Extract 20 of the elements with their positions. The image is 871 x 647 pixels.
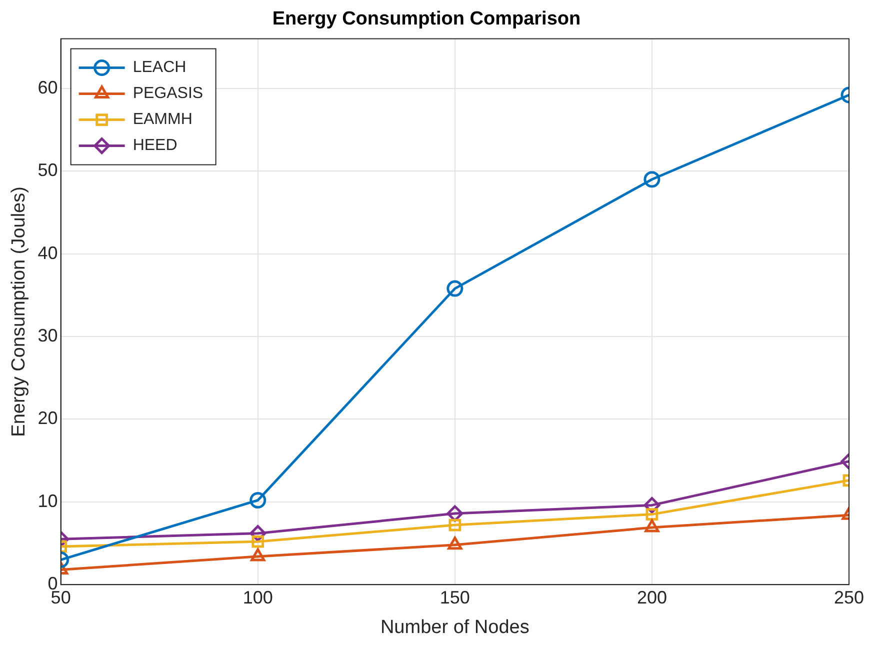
point xyxy=(446,505,464,522)
legend-label: HEED xyxy=(132,137,178,154)
chart-title: Energy Consumption Comparison xyxy=(272,8,581,30)
legend-label: PEGASIS xyxy=(132,85,204,102)
x-tick-label: 100 xyxy=(242,587,273,608)
y-tick-label: 60 xyxy=(38,77,58,98)
y-axis-title: Energy Consumption (Joules) xyxy=(8,186,30,437)
y-tick-label: 40 xyxy=(38,242,58,263)
x-tick-label: 200 xyxy=(636,587,667,608)
y-tick-label: 20 xyxy=(38,408,58,428)
point xyxy=(448,518,462,532)
point xyxy=(446,280,464,297)
legend-label: LEACH xyxy=(132,59,186,76)
x-tick-label: 250 xyxy=(834,587,864,608)
legend-label: EAMMH xyxy=(132,111,192,128)
y-tick-label: 10 xyxy=(38,490,58,511)
x-tick-label: 150 xyxy=(440,587,470,608)
y-tick-label: 30 xyxy=(38,325,58,346)
x-axis-title: Number of Nodes xyxy=(380,616,530,638)
y-tick-label: 50 xyxy=(38,160,58,180)
